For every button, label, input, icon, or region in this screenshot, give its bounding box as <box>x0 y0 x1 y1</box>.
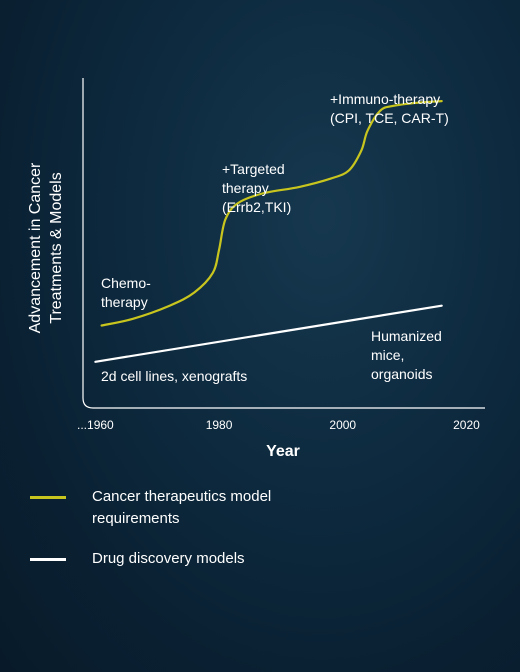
legend-label-requirements: Cancer therapeutics model requirements <box>92 488 272 527</box>
chart-area: Chemo-therapy +Targeted therapy (Errb2,TKI)… <box>27 78 485 460</box>
legend-item-drug-discovery: Drug discovery models <box>30 548 312 570</box>
annotation-humanized-mice: Humanized mice, organoids <box>371 328 442 382</box>
legend-label-drug-discovery: Drug discovery models <box>92 550 245 567</box>
x-tick-labels: ...1960 1980 2000 2020 <box>77 418 480 432</box>
annotation-2d-cell-lines: 2d cell lines, xenografts <box>101 368 247 384</box>
advancement-chart: Chemo-therapy +Targeted therapy (Errb2,TKI)… <box>27 78 485 460</box>
x-tick-label: 1980 <box>206 418 233 432</box>
annotation-immunotherapy: +Immuno-therapy (CPI, TCE, CAR-T) <box>330 91 449 126</box>
x-axis-label: Year <box>266 443 300 460</box>
axes <box>82 78 485 409</box>
series-line-requirements <box>100 100 443 327</box>
annotations: Chemo-therapy +Targeted therapy (Errb2,TKI)… <box>101 91 449 384</box>
x-tick-label: ...1960 <box>77 418 114 432</box>
annotation-chemotherapy: Chemo-therapy <box>101 275 151 310</box>
axis-lines <box>82 78 485 409</box>
legend-item-requirements: Cancer therapeutics model requirements <box>30 486 312 530</box>
annotation-targeted-therapy: +Targeted therapy (Errb2,TKI) <box>222 161 291 215</box>
legend-swatch-drug-discovery <box>30 558 66 561</box>
x-tick-label: 2000 <box>329 418 356 432</box>
legend-swatch-requirements <box>30 496 66 499</box>
x-tick-label: 2020 <box>453 418 480 432</box>
series-lines <box>94 100 443 363</box>
y-axis-label: Advancement in Cancer Treatments & Models <box>27 162 65 333</box>
series-line-drug-discovery <box>94 304 443 363</box>
